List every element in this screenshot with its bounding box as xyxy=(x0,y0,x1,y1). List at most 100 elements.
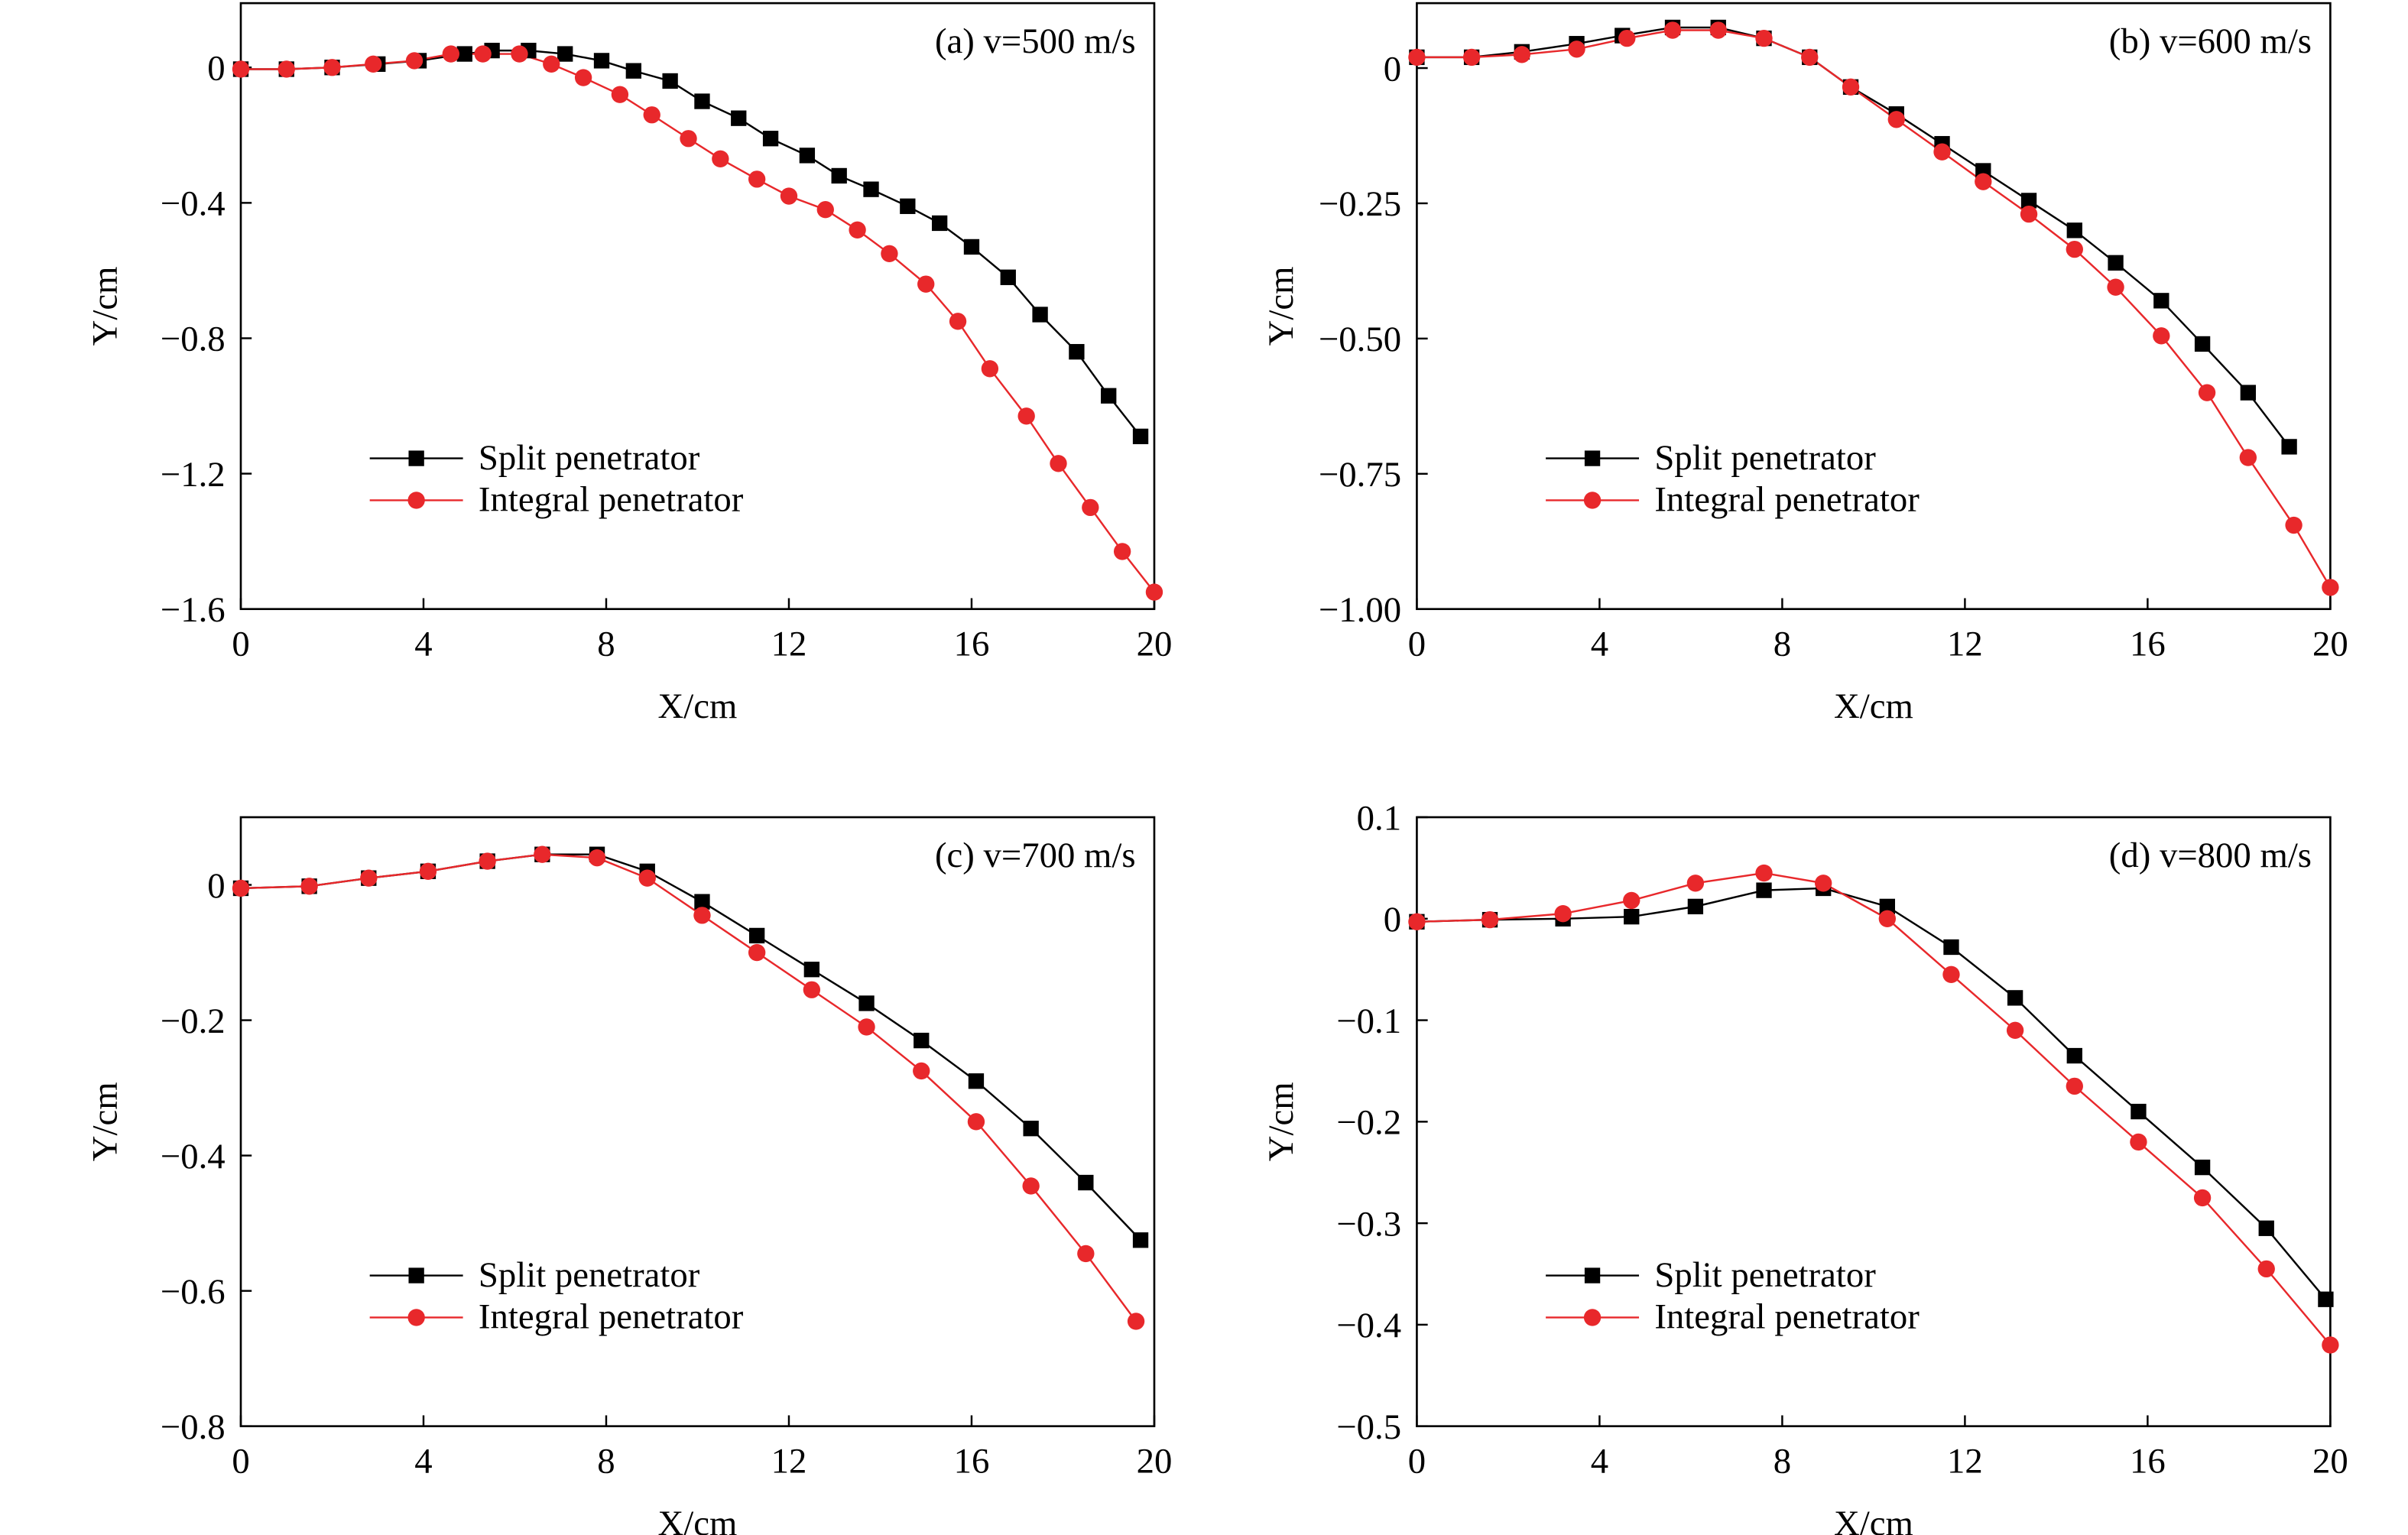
plot-frame xyxy=(239,816,1156,1427)
marker xyxy=(967,1113,985,1131)
x-tick-label: 0 xyxy=(232,1442,249,1481)
marker xyxy=(611,86,629,103)
marker xyxy=(1132,1232,1149,1248)
marker xyxy=(963,239,980,255)
legend-label: Integral penetrator xyxy=(479,480,744,520)
marker xyxy=(2322,579,2339,596)
series-line xyxy=(240,853,1141,1241)
marker xyxy=(731,110,747,126)
marker xyxy=(1878,910,1897,927)
marker xyxy=(2020,205,2038,223)
marker xyxy=(408,450,424,466)
marker xyxy=(1101,388,1117,404)
x-tick-label: 16 xyxy=(954,625,990,664)
marker xyxy=(2239,449,2257,466)
series-line xyxy=(241,49,1142,437)
marker xyxy=(588,849,606,867)
marker xyxy=(1082,498,1099,517)
marker xyxy=(914,1032,930,1049)
y-axis-label: Y/cm xyxy=(1261,1082,1301,1161)
marker xyxy=(1127,1313,1145,1330)
marker xyxy=(1408,913,1426,930)
marker xyxy=(479,852,496,870)
x-tick-label: 20 xyxy=(1137,1442,1173,1481)
marker xyxy=(981,360,999,378)
marker xyxy=(408,1267,424,1283)
x-tick-label: 0 xyxy=(1408,1442,1426,1481)
marker xyxy=(277,60,295,78)
y-tick-label: −1.6 xyxy=(161,590,226,630)
x-tick-label: 8 xyxy=(1774,1442,1791,1481)
marker xyxy=(1022,1177,1040,1195)
marker xyxy=(2318,1291,2334,1307)
subplot: 0 4 8 12 16 20 0 −0.2 −0.4 −0.6 −0.8 X/cm Y/cm (c) v=… xyxy=(85,816,1173,1535)
x-tick-label: 12 xyxy=(771,625,807,664)
marker xyxy=(1113,543,1131,560)
legend-label: Split penetrator xyxy=(1654,438,1876,478)
marker xyxy=(2131,1103,2147,1120)
marker xyxy=(625,63,641,79)
marker xyxy=(863,181,879,197)
x-tick-label: 8 xyxy=(597,1442,615,1481)
subplot-title: (b) v=600 m/s xyxy=(2109,21,2312,61)
marker xyxy=(1815,875,1832,892)
legend-label: Integral penetrator xyxy=(1654,1297,1920,1337)
y-tick-label: −0.2 xyxy=(161,1001,226,1041)
x-tick-label: 16 xyxy=(2130,1442,2166,1481)
x-axis-label: X/cm xyxy=(658,1504,738,1535)
marker xyxy=(1618,29,1636,47)
marker xyxy=(2257,1260,2275,1278)
marker xyxy=(2322,1336,2339,1354)
legend-label: Split penetrator xyxy=(1654,1255,1876,1295)
y-tick-label: −0.4 xyxy=(161,1137,226,1176)
marker xyxy=(2066,222,2082,239)
marker xyxy=(574,69,592,86)
marker xyxy=(407,1309,425,1326)
marker xyxy=(748,170,766,188)
y-tick-label: −0.2 xyxy=(1336,1103,1401,1143)
marker xyxy=(407,492,425,509)
marker xyxy=(780,187,798,205)
x-axis-label: X/cm xyxy=(658,686,738,726)
y-tick-label: 0.1 xyxy=(1357,798,1401,838)
series-line xyxy=(240,853,1137,1322)
marker xyxy=(748,927,765,944)
subplot-title: (c) v=700 m/s xyxy=(935,836,1136,875)
y-tick-label: −0.5 xyxy=(1336,1407,1401,1447)
x-tick-label: 12 xyxy=(1947,625,1983,664)
x-tick-label: 8 xyxy=(597,625,615,664)
y-tick-label: 0 xyxy=(207,866,225,906)
subplot-title: (d) v=800 m/s xyxy=(2109,836,2312,875)
marker xyxy=(2194,336,2211,352)
marker xyxy=(1887,111,1905,128)
marker xyxy=(419,862,437,881)
marker xyxy=(1462,48,1481,67)
marker xyxy=(858,1018,875,1036)
marker xyxy=(2258,1220,2274,1236)
marker xyxy=(442,45,460,63)
marker xyxy=(662,73,678,89)
subplot: 0 4 8 12 16 20 0.1 0 −0.1 −0.2 −0.3 −0.4 −0.5 X/cm Y/c… xyxy=(1261,798,2348,1535)
x-tick-label: 0 xyxy=(232,625,249,664)
marker xyxy=(1686,875,1705,892)
x-tick-label: 0 xyxy=(1408,625,1426,664)
marker xyxy=(2108,255,2124,271)
marker xyxy=(405,52,424,70)
marker xyxy=(1584,450,1601,466)
marker xyxy=(638,869,656,887)
marker xyxy=(1879,898,1895,915)
y-tick-label: −0.25 xyxy=(1319,184,1401,224)
plot-frame xyxy=(1416,2,2332,611)
marker xyxy=(1975,173,1992,190)
marker xyxy=(858,995,875,1011)
marker xyxy=(1584,1267,1601,1283)
subplot: 0 4 8 12 16 20 0 −0.25 −0.50 −0.75 −1.00 X/cm Y/cm (b… xyxy=(1261,2,2348,726)
marker xyxy=(2066,1077,2083,1095)
marker xyxy=(557,46,573,62)
marker xyxy=(693,907,711,924)
x-tick-label: 20 xyxy=(2312,625,2348,664)
marker xyxy=(2006,1021,2024,1040)
marker xyxy=(232,60,250,78)
marker xyxy=(931,215,948,232)
y-tick-label: −0.4 xyxy=(1336,1306,1401,1345)
